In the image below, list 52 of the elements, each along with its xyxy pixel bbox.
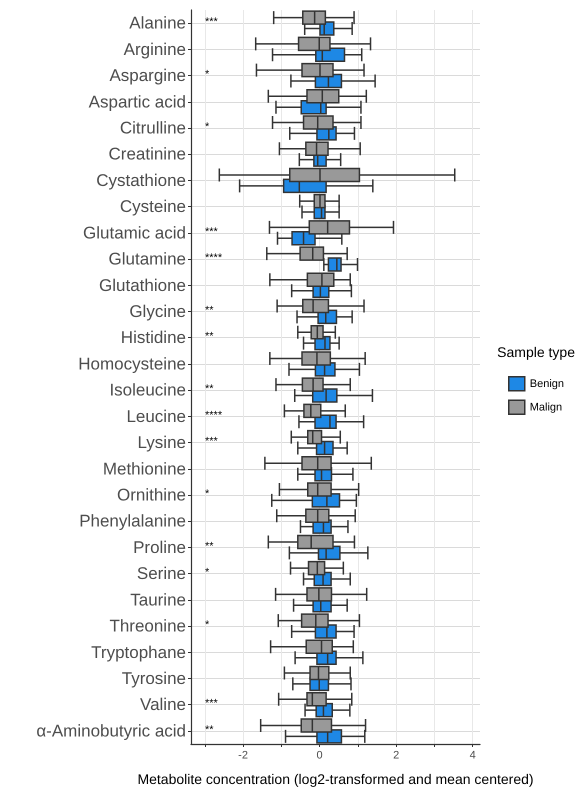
y-tick-label: Leucine [126, 406, 186, 426]
y-tick-label: Taurine [130, 590, 186, 610]
y-tick-label: Histidine [120, 328, 186, 348]
y-tick-label: Tyrosine [122, 668, 186, 688]
y-tick-label: Alanine [129, 14, 186, 33]
y-tick-label: Aspartic acid [88, 92, 186, 112]
annotation: ** [205, 304, 214, 316]
x-tick-label: 0 [316, 750, 323, 762]
annotation: * [205, 120, 210, 133]
annotation: * [205, 68, 210, 81]
annotation: **** [205, 409, 223, 422]
annotation: *** [205, 698, 219, 710]
y-tick-label: Valine [140, 695, 186, 714]
y-tick-label: Homocysteine [78, 354, 186, 374]
y-tick-label: Proline [133, 538, 186, 557]
x-tick-label: 4 [470, 750, 476, 762]
y-tick-label: Phenylalanine [79, 512, 186, 531]
y-tick-label: Cysteine [120, 197, 186, 216]
y-tick-label: Cystathione [96, 170, 186, 190]
y-tick-label: Glutathione [99, 276, 186, 295]
annotation: ** [205, 383, 214, 396]
y-tick-label: Aspargine [109, 66, 186, 86]
annotation: ** [205, 724, 214, 736]
y-tick-label: Glutamic acid [83, 223, 186, 242]
x-tick-label: -2 [238, 750, 248, 762]
annotation: ** [205, 330, 214, 343]
legend-label: Benign [530, 378, 564, 390]
annotation: *** [205, 226, 219, 238]
y-tick-label: Serine [136, 564, 186, 584]
y-tick-label: Arginine [124, 40, 186, 59]
annotation: * [205, 488, 210, 500]
y-tick-label: α-Aminobutyric acid [36, 721, 186, 740]
y-tick-label: Creatinine [108, 144, 186, 164]
annotation: **** [205, 252, 223, 264]
y-tick-label: Tryptophane [91, 642, 186, 662]
y-tick-label: Citrulline [120, 118, 186, 138]
y-tick-label: Isoleucine [109, 380, 186, 400]
y-tick-label: Glutamine [108, 250, 186, 269]
x-axis-title: Metabolite concentration (log2-transformed and mean centered) [137, 771, 534, 787]
annotation: *** [205, 16, 219, 28]
y-tick-label: Ornithine [117, 485, 186, 504]
legend-label: Malign [530, 401, 562, 414]
y-tick-label: Glycine [129, 302, 186, 321]
legend-title: Sample type [497, 344, 576, 360]
y-tick-label: Threonine [109, 616, 186, 636]
annotation: * [205, 566, 210, 579]
annotation: *** [205, 436, 219, 448]
annotation: * [205, 619, 210, 632]
x-tick-label: 2 [393, 750, 400, 762]
annotation: ** [205, 540, 214, 552]
y-tick-label: Methionine [102, 459, 186, 478]
y-tick-label: Lysine [137, 433, 186, 452]
